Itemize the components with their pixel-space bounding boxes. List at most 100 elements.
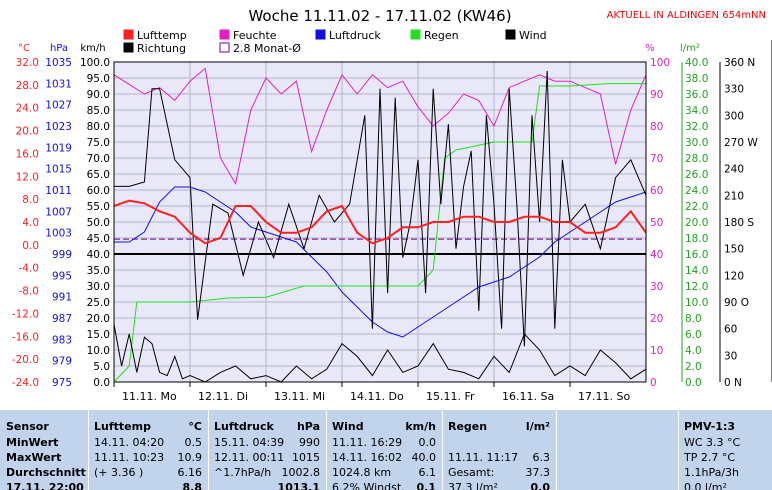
regen-total-label: Gesamt: <box>448 466 495 479</box>
luftdruck-avg-value: 1002.8 <box>281 466 321 479</box>
wind-tick-label: 65.0 <box>87 169 110 181</box>
pressure-tick-label: 1003 <box>45 228 72 240</box>
humidity-unit-label: % <box>645 43 655 54</box>
temp-tick-label: 8.0 <box>22 194 39 206</box>
x-tick-label: 13.11. Mi <box>274 390 325 403</box>
regen-total-value: 37.3 <box>525 466 551 479</box>
lufttemp-current-value: 8.8 <box>182 481 203 490</box>
humidity-tick-label: 70 <box>650 153 663 165</box>
wind-header: Wind <box>332 420 364 433</box>
rain-tick-label: 22.0 <box>685 201 708 213</box>
pmv-windchill: WC 3.3 °C <box>684 436 741 449</box>
legend-label: Feuchte <box>233 29 277 42</box>
direction-tick-label: 360 N <box>724 57 755 69</box>
column-separator <box>326 410 327 490</box>
pressure-tick-label: 995 <box>52 270 72 282</box>
direction-tick-label: 0 N <box>724 377 742 389</box>
humidity-tick-label: 20 <box>650 313 663 325</box>
x-tick-label: 11.11. Mo <box>122 390 177 403</box>
pmv-header: PMV-1:3 <box>684 420 735 433</box>
pressure-tick-label: 991 <box>52 292 72 304</box>
regen-unit: l/m² <box>525 420 550 433</box>
humidity-tick-label: 10 <box>650 345 663 357</box>
rain-tick-label: 32.0 <box>685 121 708 133</box>
wind-max-time: 14.11. 16:02 <box>332 451 403 464</box>
pressure-tick-label: 1027 <box>45 100 72 112</box>
rain-tick-label: 12.0 <box>685 281 708 293</box>
column-separator <box>678 410 679 490</box>
legend-swatch <box>123 42 134 53</box>
direction-tick-label: 150 <box>724 244 744 256</box>
lufttemp-avg-value: 6.16 <box>177 466 203 479</box>
regen-max-time: 11.11. 11:17 <box>448 451 519 464</box>
wind-avg-value: 6.1 <box>418 466 437 479</box>
luftdruck-max-time: 12.11. 00:11 <box>214 451 285 464</box>
chart-title: Woche 11.11.02 - 17.11.02 (KW46) <box>248 7 511 25</box>
current-location-link[interactable]: AKTUELL IN ALDINGEN 654mNN <box>607 10 766 21</box>
column-separator <box>442 410 443 490</box>
legend-label: Regen <box>424 29 459 42</box>
rain-tick-label: 34.0 <box>685 105 708 117</box>
pmv-pressure-trend: 1.1hPa/3h <box>684 466 740 479</box>
luftdruck-current-value: 1013.1 <box>277 481 320 490</box>
wind-tick-label: 100.0 <box>80 57 110 69</box>
wind-tick-label: 45.0 <box>87 233 110 245</box>
series-line-lufttemp <box>113 199 647 245</box>
rain-tick-label: 6.0 <box>685 329 702 341</box>
wind-min-time: 11.11. 16:29 <box>332 436 403 449</box>
luftdruck-trend: ^1.7hPa/h <box>214 466 272 479</box>
wind-tick-label: 70.0 <box>87 153 110 165</box>
stats-luftdruck-column: Luftdruck hPa 15.11. 04:39 990 12.11. 00… <box>214 410 320 490</box>
wind-tick-label: 25.0 <box>87 297 110 309</box>
wind-tick-label: 15.0 <box>87 329 110 341</box>
x-tick-label: 14.11. Do <box>350 390 404 403</box>
legend-label: Richtung <box>137 42 186 55</box>
legend-swatch <box>410 29 421 40</box>
temp-tick-label: 4.0 <box>22 217 39 229</box>
wind-tick-label: 80.0 <box>87 121 110 133</box>
stats-regen-column: Regen l/m² 11.11. 11:17 6.3 Gesamt: 37.3… <box>448 410 550 490</box>
stats-pmv-column: PMV-1:3 WC 3.3 °C TP 2.7 °C 1.1hPa/3h 0.… <box>684 410 770 490</box>
column-separator <box>88 410 89 490</box>
wind-still: 6.2% Windst. <box>332 481 405 490</box>
legend-label: Luftdruck <box>329 29 381 42</box>
wind-tick-label: 40.0 <box>87 249 110 261</box>
rain-tick-label: 36.0 <box>685 89 708 101</box>
pmv-rain-rate: 0.0 l/m² <box>684 481 727 490</box>
sensor-header: Sensor <box>6 420 49 433</box>
temp-tick-label: 12.0 <box>16 171 39 183</box>
legend-swatch <box>505 29 516 40</box>
wind-tick-label: 50.0 <box>87 217 110 229</box>
max-label: MaxWert <box>6 451 62 464</box>
luftdruck-min-time: 15.11. 04:39 <box>214 436 285 449</box>
wind-tick-label: 95.0 <box>87 73 110 85</box>
x-tick-label: 12.11. Di <box>198 390 248 403</box>
humidity-tick-label: 90 <box>650 89 663 101</box>
x-tick-label: 16.11. Sa <box>502 390 554 403</box>
rain-tick-label: 4.0 <box>685 345 702 357</box>
regen-header: Regen <box>448 420 488 433</box>
lufttemp-unit: °C <box>188 420 202 433</box>
wind-tick-label: 5.0 <box>93 361 110 373</box>
pressure-tick-label: 1019 <box>45 142 72 154</box>
pressure-unit-label: hPa <box>50 43 68 54</box>
legend-label: Lufttemp <box>137 29 187 42</box>
series-line-feuchte <box>113 67 647 185</box>
temp-tick-label: -16.0 <box>12 331 39 343</box>
direction-tick-label: 60 <box>724 324 737 336</box>
temp-tick-label: 24.0 <box>16 103 39 115</box>
column-separator <box>556 410 557 490</box>
humidity-tick-label: 80 <box>650 121 663 133</box>
rain-tick-label: 20.0 <box>685 217 708 229</box>
regen-max-value: 6.3 <box>532 451 551 464</box>
direction-tick-label: 240 <box>724 164 744 176</box>
wind-tick-label: 10.0 <box>87 345 110 357</box>
stats-panel <box>0 410 772 490</box>
stats-wind-column: Wind km/h 11.11. 16:29 0.0 14.11. 16:02 … <box>332 410 436 490</box>
x-tick-label: 17.11. So <box>578 390 630 403</box>
temp-tick-label: -12.0 <box>12 308 39 320</box>
rain-tick-label: 10.0 <box>685 297 708 309</box>
rain-tick-label: 2.0 <box>685 361 702 373</box>
direction-tick-label: 120 <box>724 270 744 282</box>
min-label: MinWert <box>6 436 59 449</box>
